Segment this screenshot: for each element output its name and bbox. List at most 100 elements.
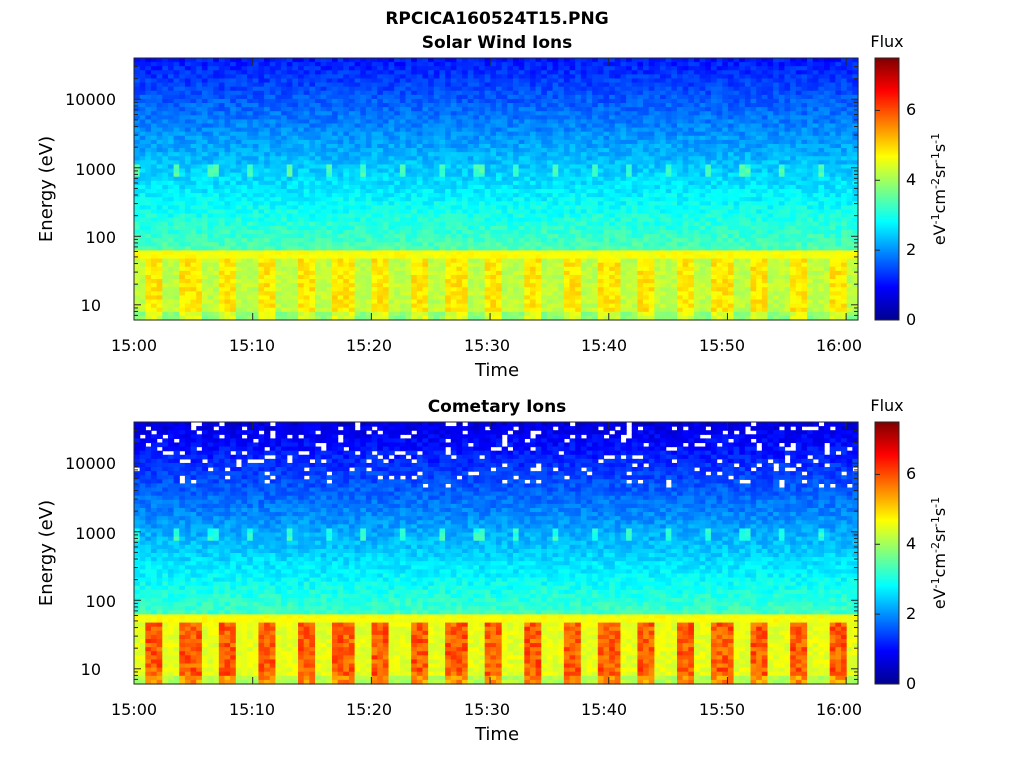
heatmap-cell [643,131,650,137]
heatmap-cell [852,111,859,116]
heatmap-cell [433,180,441,186]
heatmap-cell [479,103,486,108]
heatmap-cell [778,160,786,166]
heatmap-cell [626,139,633,145]
heatmap-cell [247,115,254,120]
heatmap-cell [258,176,265,182]
heatmap-cell [445,205,452,211]
heatmap-cell [343,131,350,137]
heatmap-cell [648,58,655,63]
heatmap-cell [654,152,661,157]
heatmap-cell [773,160,780,166]
heatmap-cell [258,139,265,145]
heatmap-cell [479,148,486,153]
heatmap-cell [320,143,327,149]
heatmap-cell [767,115,774,120]
heatmap-cell [411,160,418,166]
heatmap-cell [546,197,554,202]
heatmap-cell [235,127,243,133]
heatmap-cell [445,156,452,161]
heatmap-cell [484,131,491,137]
heatmap-cell [331,82,339,88]
heatmap-cell [235,119,243,125]
heatmap-cell [354,201,361,206]
heatmap-cell [428,168,435,174]
heatmap-cell [490,152,497,157]
heatmap-cell [682,205,689,211]
heatmap-cell [552,119,559,125]
heatmap-cell [818,197,825,202]
heatmap-cell [365,90,373,96]
heatmap-cell [722,197,729,202]
heatmap-cell [665,123,672,129]
heatmap-cell [145,58,152,63]
heatmap-cell [744,94,752,100]
heatmap-cell [247,143,254,149]
heatmap-cell [665,115,672,120]
heatmap-cell [750,143,757,149]
heatmap-cell [852,172,859,178]
heatmap-cell [790,123,797,129]
heatmap-cell [343,168,350,174]
heatmap-cell [512,152,520,157]
heatmap-cell [196,98,203,104]
heatmap-cell [326,135,333,141]
heatmap-cell [467,115,474,120]
heatmap-cell [315,103,322,108]
heatmap-cell [648,66,655,71]
heatmap-cell [269,205,277,211]
heatmap-cell [286,78,293,84]
heatmap-cell [688,168,695,174]
heatmap-cell [422,168,429,174]
heatmap-cell [841,205,848,211]
heatmap-cell [247,78,254,84]
heatmap-cell [411,139,418,145]
heatmap-cell [315,70,322,75]
heatmap-cell [315,156,322,161]
heatmap-cell [671,66,678,71]
heatmap-cell [535,168,542,174]
heatmap-cell [524,197,531,202]
heatmap-cell [546,184,554,190]
heatmap-cell [275,152,282,157]
heatmap-cell [807,193,814,198]
heatmap-cell [778,115,786,120]
heatmap-cell [603,90,610,96]
heatmap-cell [773,213,780,219]
heatmap-cell [275,160,282,166]
heatmap-cell [439,123,446,129]
heatmap-cell [490,156,497,161]
heatmap-cell [824,94,831,100]
heatmap-cell [626,176,633,182]
heatmap-cell [829,127,836,133]
heatmap-cell [303,62,310,67]
heatmap-cell [603,58,610,63]
heatmap-cell [286,115,293,120]
heatmap-cell [829,131,836,137]
heatmap-cell [337,172,344,178]
heatmap-cell [405,66,412,71]
heatmap-cell [411,209,418,215]
heatmap-cell [145,152,152,157]
heatmap-cell [733,78,740,84]
heatmap-cell [801,70,808,75]
heatmap-cell [677,168,684,174]
heatmap-cell [541,107,548,112]
heatmap-cell [354,74,361,80]
heatmap-cell [230,127,237,133]
heatmap-cell [428,82,435,88]
heatmap-cell [518,209,525,215]
heatmap-cell [354,94,361,100]
heatmap-cell [773,58,780,63]
heatmap-cell [162,139,169,145]
heatmap-cell [298,209,305,215]
heatmap-cell [269,148,277,153]
heatmap-cell [252,213,260,219]
heatmap-cell [360,152,367,157]
heatmap-cell [150,180,158,186]
heatmap-cell [247,123,254,129]
heatmap-cell [767,143,774,149]
heatmap-cell [348,74,356,80]
heatmap-cell [201,82,209,88]
heatmap-cell [614,107,622,112]
